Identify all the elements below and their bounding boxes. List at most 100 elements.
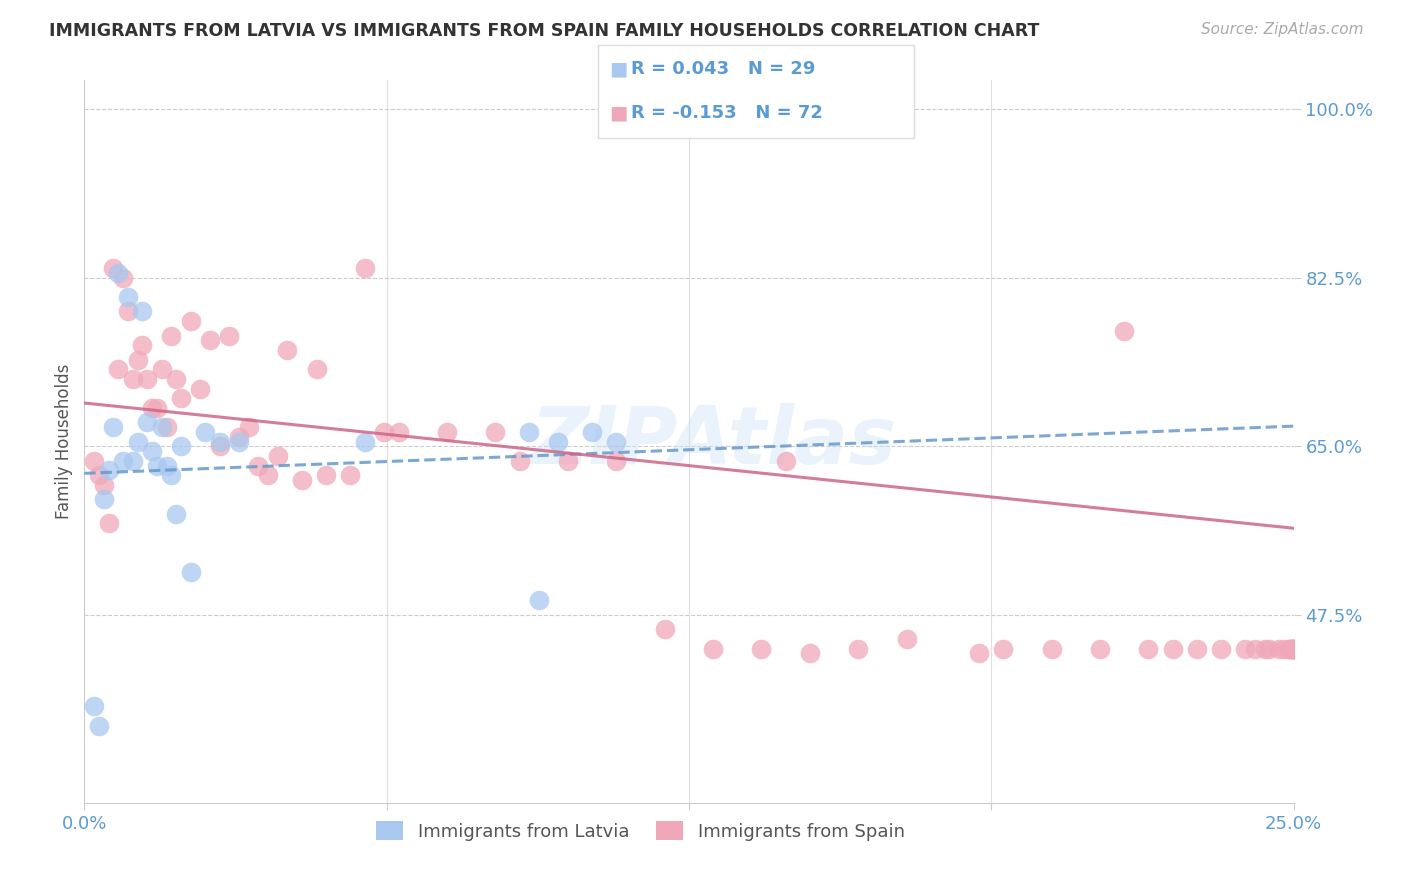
- Point: [654, 623, 676, 637]
- Point: [83, 699, 105, 714]
- Legend: Immigrants from Latvia, Immigrants from Spain: Immigrants from Latvia, Immigrants from …: [368, 814, 912, 848]
- Point: [87, 719, 110, 733]
- Point: [1268, 641, 1291, 656]
- Point: [238, 420, 260, 434]
- Point: [107, 266, 129, 280]
- Point: [339, 468, 361, 483]
- Point: [1282, 641, 1305, 656]
- Point: [155, 420, 177, 434]
- Point: [112, 454, 135, 468]
- Point: [799, 647, 821, 661]
- Point: [218, 328, 240, 343]
- Point: [257, 468, 280, 483]
- Point: [484, 425, 506, 439]
- Point: [112, 270, 135, 285]
- Point: [846, 641, 869, 656]
- Point: [117, 290, 139, 304]
- Point: [509, 454, 531, 468]
- Point: [373, 425, 395, 439]
- Point: [87, 468, 110, 483]
- Point: [150, 420, 173, 434]
- Point: [93, 492, 115, 507]
- Point: [436, 425, 458, 439]
- Point: [354, 434, 377, 449]
- Point: [896, 632, 918, 646]
- Text: ■: ■: [609, 103, 627, 123]
- Point: [967, 647, 990, 661]
- Point: [291, 473, 314, 487]
- Point: [97, 516, 120, 531]
- Point: [228, 430, 250, 444]
- Point: [1279, 641, 1302, 656]
- Text: ZIPAtlas: ZIPAtlas: [530, 402, 896, 481]
- Point: [190, 382, 212, 396]
- Point: [1278, 641, 1301, 656]
- Point: [127, 434, 149, 449]
- Point: [1209, 641, 1232, 656]
- Point: [131, 304, 153, 318]
- Point: [315, 468, 337, 483]
- Point: [1040, 641, 1063, 656]
- Point: [1137, 641, 1160, 656]
- Point: [170, 439, 193, 453]
- Point: [107, 362, 129, 376]
- Point: [180, 565, 202, 579]
- Text: R = -0.153   N = 72: R = -0.153 N = 72: [631, 104, 823, 122]
- Text: Source: ZipAtlas.com: Source: ZipAtlas.com: [1201, 22, 1364, 37]
- Point: [121, 454, 143, 468]
- Point: [180, 314, 202, 328]
- Point: [388, 425, 411, 439]
- Point: [136, 415, 159, 429]
- Point: [228, 434, 250, 449]
- Text: ■: ■: [609, 59, 627, 78]
- Text: R = 0.043   N = 29: R = 0.043 N = 29: [631, 60, 815, 78]
- Text: IMMIGRANTS FROM LATVIA VS IMMIGRANTS FROM SPAIN FAMILY HOUSEHOLDS CORRELATION CH: IMMIGRANTS FROM LATVIA VS IMMIGRANTS FRO…: [49, 22, 1039, 40]
- Point: [103, 420, 125, 434]
- Point: [1281, 641, 1303, 656]
- Point: [517, 425, 540, 439]
- Point: [165, 372, 187, 386]
- Point: [354, 261, 377, 276]
- Point: [775, 454, 797, 468]
- Point: [1114, 324, 1136, 338]
- Point: [83, 454, 105, 468]
- Point: [198, 334, 221, 348]
- Point: [1243, 641, 1265, 656]
- Point: [1278, 641, 1301, 656]
- Point: [1253, 641, 1275, 656]
- Point: [208, 439, 231, 453]
- Point: [267, 449, 290, 463]
- Point: [1234, 641, 1257, 656]
- Point: [247, 458, 270, 473]
- Point: [146, 458, 169, 473]
- Point: [131, 338, 153, 352]
- Point: [146, 401, 169, 415]
- Point: [155, 458, 177, 473]
- Point: [581, 425, 603, 439]
- Point: [605, 454, 627, 468]
- Point: [160, 468, 183, 483]
- Point: [1088, 641, 1111, 656]
- Point: [993, 641, 1015, 656]
- Point: [305, 362, 328, 376]
- Point: [1258, 641, 1281, 656]
- Point: [702, 641, 724, 656]
- Point: [141, 401, 163, 415]
- Point: [547, 434, 569, 449]
- Point: [1282, 641, 1305, 656]
- Point: [1272, 641, 1295, 656]
- Point: [150, 362, 173, 376]
- Point: [527, 593, 550, 607]
- Point: [1282, 641, 1305, 656]
- Point: [208, 434, 231, 449]
- Point: [127, 352, 149, 367]
- Point: [1282, 641, 1305, 656]
- Point: [121, 372, 143, 386]
- Point: [97, 463, 120, 477]
- Point: [194, 425, 217, 439]
- Point: [1161, 641, 1184, 656]
- Point: [170, 391, 193, 405]
- Point: [557, 454, 579, 468]
- Point: [93, 478, 115, 492]
- Point: [103, 261, 125, 276]
